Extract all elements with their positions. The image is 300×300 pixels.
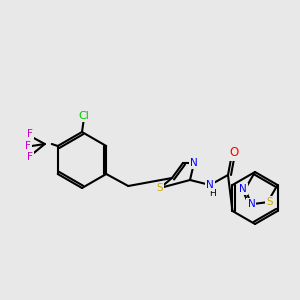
Text: F: F bbox=[27, 152, 33, 162]
Text: Cl: Cl bbox=[79, 111, 89, 121]
Text: F: F bbox=[27, 129, 33, 139]
Text: N: N bbox=[239, 184, 247, 194]
Text: S: S bbox=[157, 183, 163, 193]
Text: H: H bbox=[208, 188, 215, 197]
Text: F: F bbox=[25, 141, 31, 151]
Text: O: O bbox=[230, 146, 238, 160]
Text: N: N bbox=[190, 158, 198, 168]
Text: N: N bbox=[206, 180, 214, 190]
Text: N: N bbox=[248, 199, 255, 209]
Text: S: S bbox=[266, 197, 273, 207]
